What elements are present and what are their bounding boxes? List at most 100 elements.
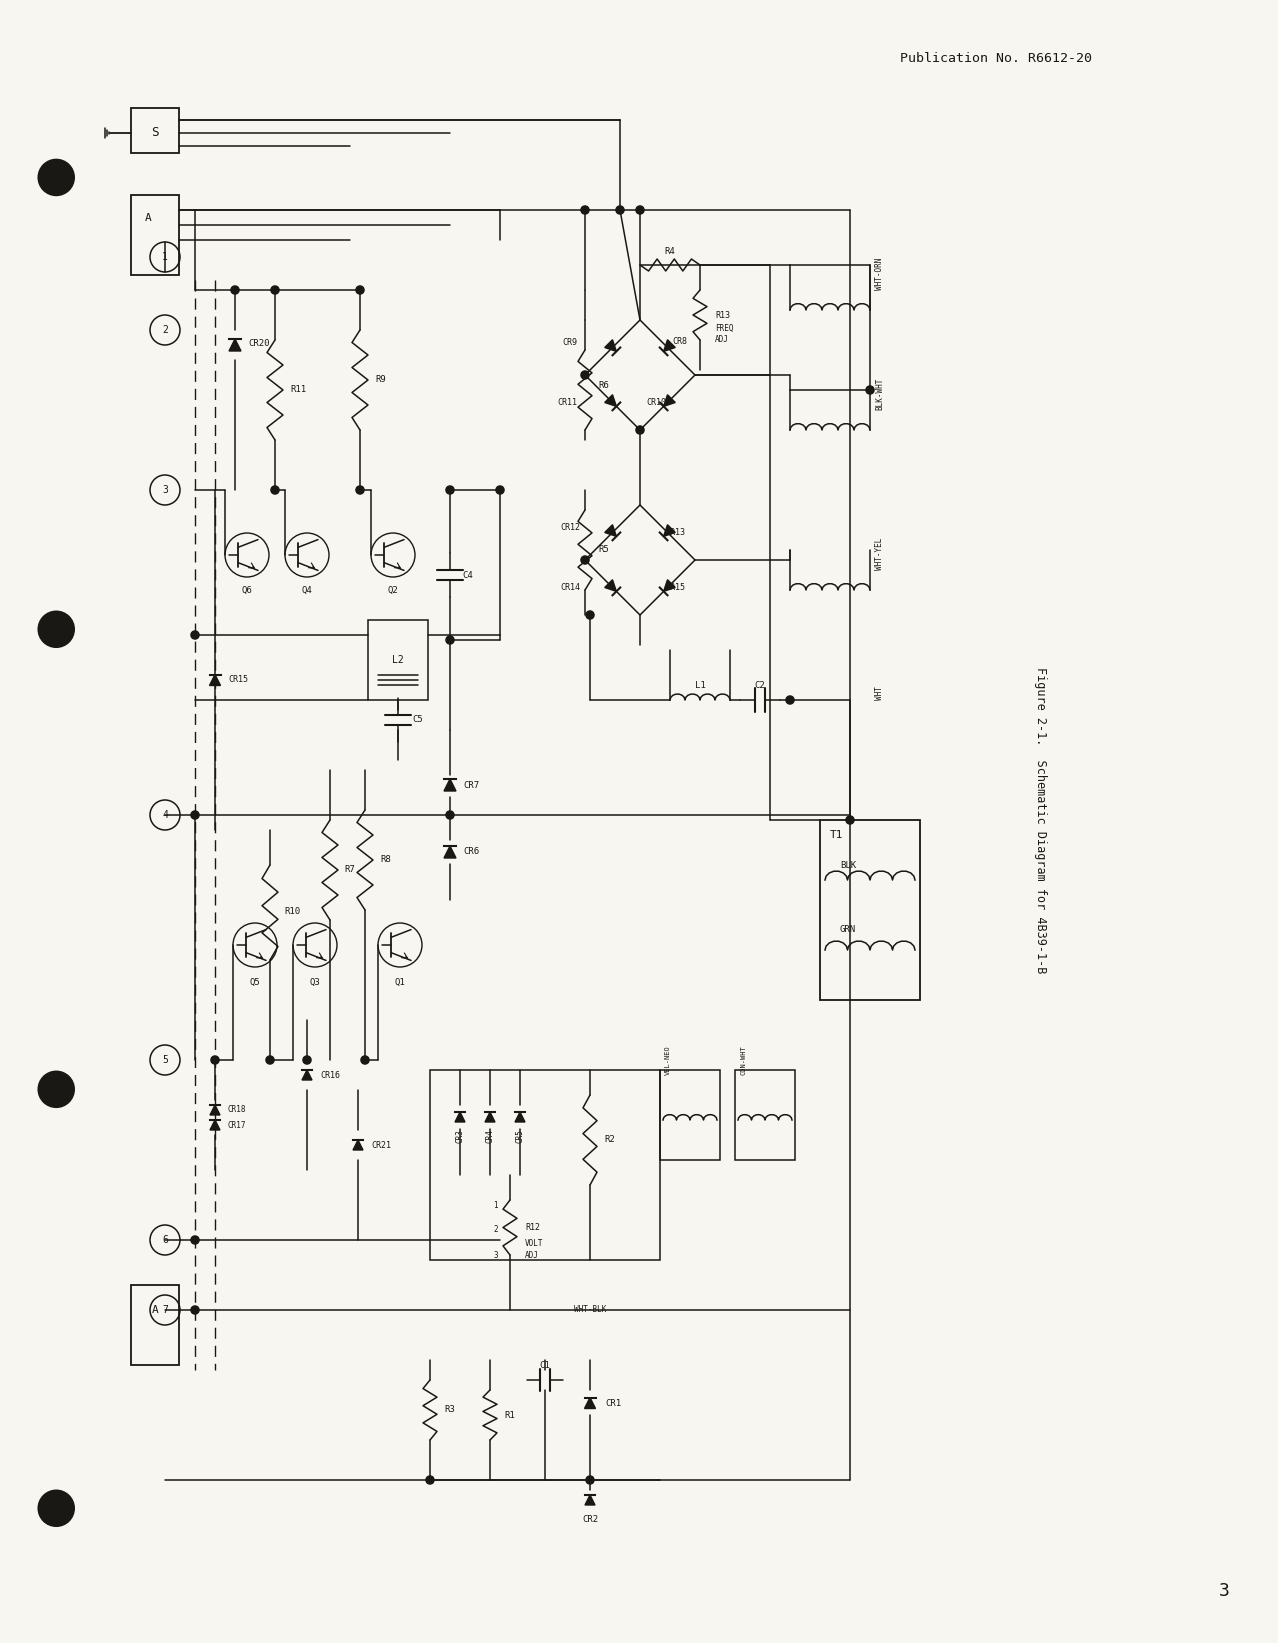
Polygon shape: [604, 580, 616, 591]
Bar: [429, 1070, 659, 1260]
Circle shape: [581, 555, 589, 564]
Circle shape: [496, 486, 504, 495]
Polygon shape: [604, 524, 616, 536]
Text: R1: R1: [504, 1410, 515, 1420]
Circle shape: [581, 205, 589, 214]
Text: WHT: WHT: [875, 687, 884, 700]
Circle shape: [446, 486, 454, 495]
Text: R5: R5: [598, 545, 608, 554]
Text: A: A: [152, 1305, 158, 1314]
Polygon shape: [210, 1121, 220, 1130]
Text: CR5: CR5: [515, 1129, 524, 1144]
Polygon shape: [585, 1495, 596, 1505]
Text: 3: 3: [493, 1250, 498, 1260]
Polygon shape: [443, 779, 456, 790]
Text: CR2: CR2: [581, 1515, 598, 1525]
Circle shape: [426, 1475, 435, 1484]
Polygon shape: [604, 394, 616, 406]
Circle shape: [190, 631, 199, 639]
Text: R7: R7: [344, 866, 355, 874]
Bar: [820, 820, 920, 1001]
Text: VEL-NEO: VEL-NEO: [665, 1045, 671, 1075]
Polygon shape: [443, 846, 456, 858]
Text: FREQ: FREQ: [714, 324, 734, 332]
Text: CR12: CR12: [560, 522, 580, 531]
Text: R11: R11: [290, 386, 307, 394]
Text: Q2: Q2: [387, 585, 399, 595]
Circle shape: [271, 286, 279, 294]
Text: CR18: CR18: [227, 1106, 247, 1114]
Circle shape: [636, 426, 644, 434]
Text: R2: R2: [604, 1135, 615, 1145]
Text: CR20: CR20: [248, 338, 270, 348]
Text: R9: R9: [374, 376, 386, 384]
Text: GRN: GRN: [840, 925, 856, 935]
Circle shape: [846, 817, 854, 825]
Text: C4: C4: [463, 570, 473, 580]
Text: L2: L2: [392, 656, 404, 665]
Circle shape: [266, 1056, 273, 1065]
Circle shape: [866, 386, 874, 394]
Polygon shape: [515, 1112, 525, 1122]
Text: R13: R13: [714, 311, 730, 319]
Text: 1: 1: [162, 251, 167, 261]
Polygon shape: [210, 675, 221, 685]
Text: R6: R6: [598, 381, 608, 389]
Polygon shape: [484, 1112, 495, 1122]
Polygon shape: [663, 580, 675, 591]
Circle shape: [190, 1306, 199, 1314]
Text: L1: L1: [695, 680, 705, 690]
Text: Q6: Q6: [242, 585, 252, 595]
Polygon shape: [210, 1106, 220, 1116]
Circle shape: [581, 371, 589, 380]
Circle shape: [587, 611, 594, 619]
Text: S: S: [151, 127, 158, 140]
Circle shape: [587, 1475, 594, 1484]
Circle shape: [446, 636, 454, 644]
Text: CR3: CR3: [455, 1129, 464, 1144]
Text: 3: 3: [1219, 1582, 1229, 1600]
Text: WHT-YEL: WHT-YEL: [875, 537, 884, 570]
Circle shape: [636, 205, 644, 214]
Text: CR8: CR8: [672, 337, 688, 347]
Polygon shape: [663, 394, 675, 406]
Text: ADJ: ADJ: [525, 1250, 539, 1260]
Text: BLK: BLK: [840, 861, 856, 869]
Text: R3: R3: [443, 1405, 455, 1415]
Text: 6: 6: [162, 1236, 167, 1245]
Text: R12: R12: [525, 1224, 541, 1232]
Text: CR15: CR15: [666, 583, 685, 591]
Polygon shape: [604, 340, 616, 352]
Text: ADJ: ADJ: [714, 335, 728, 345]
Text: T1: T1: [829, 830, 843, 840]
Text: CR13: CR13: [666, 527, 685, 537]
Text: CR9: CR9: [562, 338, 578, 347]
Text: CR7: CR7: [463, 780, 479, 790]
Text: CR14: CR14: [560, 583, 580, 591]
Text: 3: 3: [162, 485, 167, 495]
Text: CR16: CR16: [320, 1071, 340, 1079]
Text: 2: 2: [493, 1226, 498, 1234]
Text: C1: C1: [539, 1360, 551, 1370]
Text: CON-WHT: CON-WHT: [740, 1045, 746, 1075]
Circle shape: [357, 286, 364, 294]
Text: Q5: Q5: [249, 978, 261, 986]
Text: C2: C2: [754, 680, 766, 690]
Circle shape: [446, 812, 454, 818]
Text: Q4: Q4: [302, 585, 312, 595]
Circle shape: [190, 812, 199, 818]
Bar: [132, 1285, 179, 1365]
Text: A: A: [144, 214, 151, 223]
Circle shape: [786, 697, 794, 703]
Polygon shape: [455, 1112, 465, 1122]
Text: C5: C5: [412, 715, 423, 725]
Text: Publication No. R6612-20: Publication No. R6612-20: [900, 53, 1091, 66]
Circle shape: [360, 1056, 369, 1065]
Bar: [132, 108, 179, 153]
Circle shape: [231, 286, 239, 294]
Text: CR21: CR21: [371, 1140, 391, 1150]
Circle shape: [38, 611, 74, 647]
Text: CR11: CR11: [557, 398, 576, 407]
Circle shape: [357, 486, 364, 495]
Text: WHT-BLK: WHT-BLK: [574, 1306, 606, 1314]
